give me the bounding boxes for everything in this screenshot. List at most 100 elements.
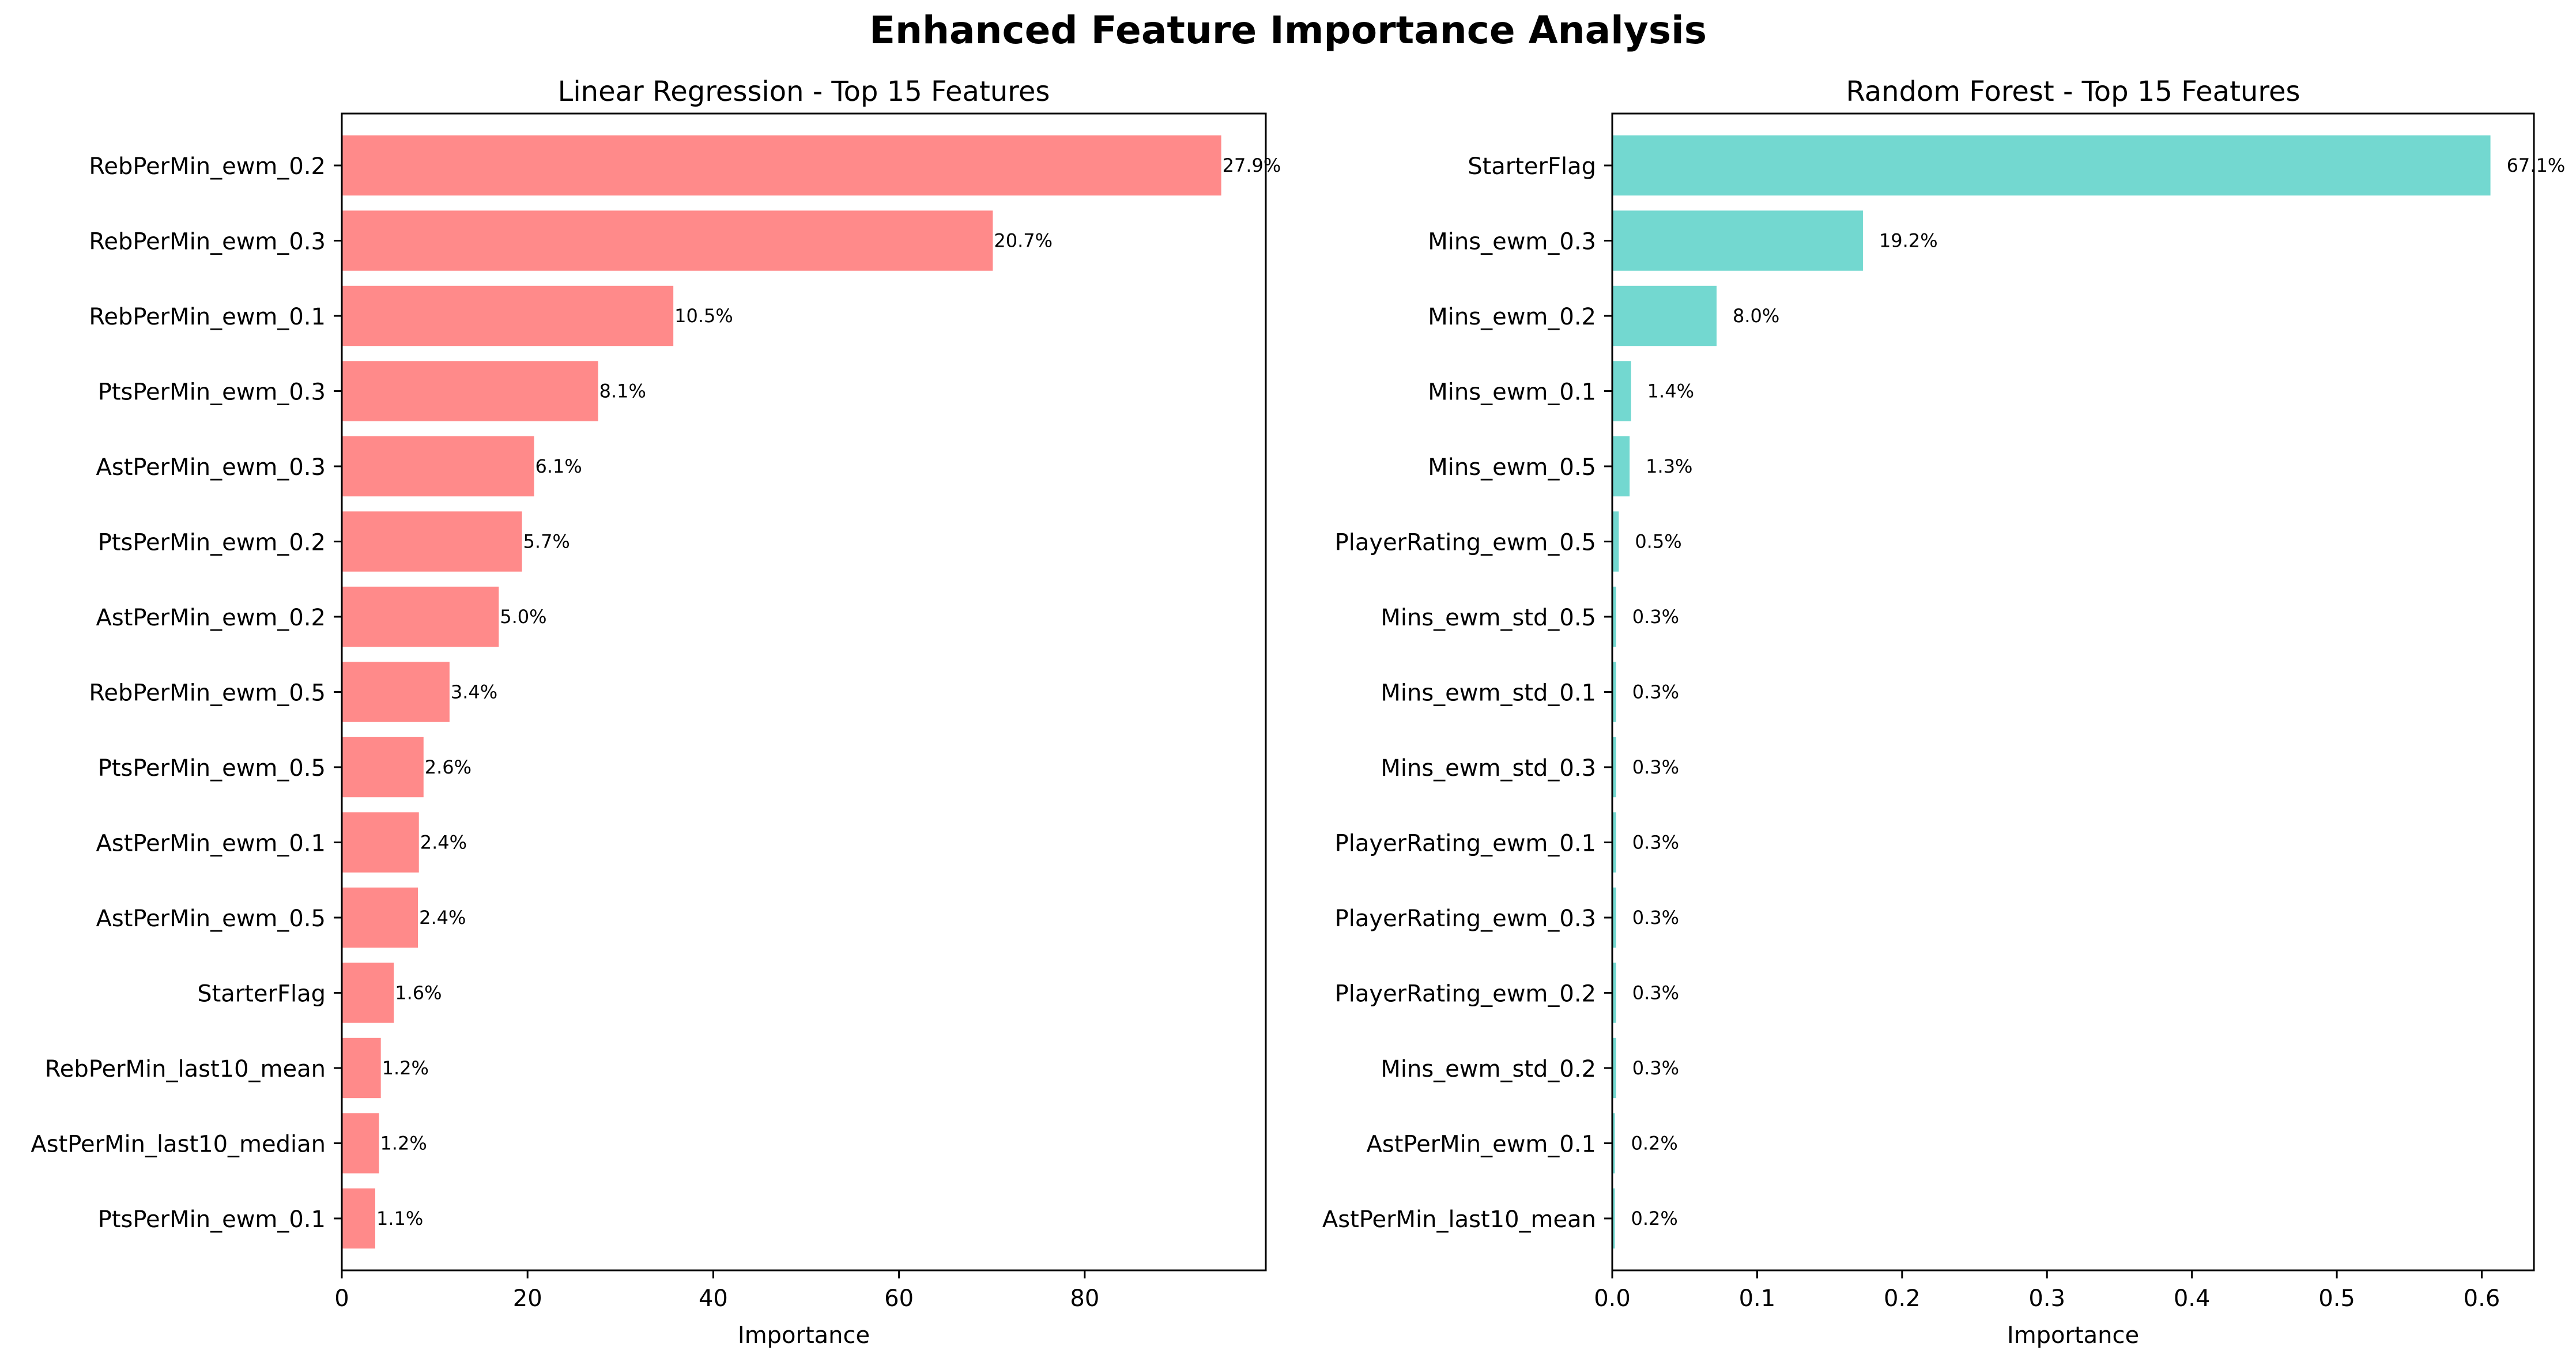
- linear-regression-panel: Linear Regression - Top 15 Features 27.9%…: [31, 76, 1281, 1349]
- x-tick-label: 0.4: [2174, 1285, 2211, 1312]
- data-label: 8.1%: [599, 380, 646, 402]
- y-tick-label: AstPerMin_ewm_0.1: [1366, 1131, 1596, 1157]
- bar: [1612, 586, 1616, 647]
- data-label: 20.7%: [994, 230, 1053, 252]
- data-label: 0.3%: [1632, 1057, 1679, 1079]
- bar: [1612, 662, 1616, 722]
- x-tick-label: 0.5: [2318, 1285, 2355, 1312]
- y-tick-label: Mins_ewm_0.3: [1428, 229, 1596, 255]
- x-tick-label: 0.1: [1739, 1285, 1776, 1312]
- data-label: 19.2%: [1879, 230, 1938, 252]
- data-label: 2.4%: [419, 907, 466, 929]
- y-tick-label: PtsPerMin_ewm_0.1: [98, 1206, 326, 1233]
- y-tick-label: AstPerMin_ewm_0.1: [96, 830, 326, 857]
- bar: [1612, 1037, 1616, 1099]
- random-forest-chart-title: Random Forest - Top 15 Features: [1846, 76, 2300, 108]
- figure-title: Enhanced Feature Importance Analysis: [869, 8, 1707, 52]
- y-tick-label: PlayerRating_ewm_0.2: [1335, 980, 1596, 1007]
- y-tick-label: PlayerRating_ewm_0.1: [1335, 830, 1596, 857]
- y-tick-label: AstPerMin_last10_mean: [1322, 1206, 1596, 1233]
- x-axis-label: Importance: [2007, 1322, 2139, 1349]
- bar: [1612, 361, 1631, 421]
- y-tick-label: PtsPerMin_ewm_0.3: [98, 379, 326, 406]
- data-label: 5.7%: [523, 531, 570, 553]
- bar: [342, 436, 534, 497]
- bar: [1612, 1188, 1615, 1249]
- data-label: 2.4%: [420, 831, 467, 853]
- data-label: 1.1%: [376, 1208, 423, 1229]
- y-tick-label: Mins_ewm_std_0.1: [1381, 680, 1596, 707]
- bar: [342, 361, 598, 421]
- y-tick-label: RebPerMin_ewm_0.3: [89, 229, 326, 255]
- data-label: 1.2%: [382, 1057, 429, 1079]
- bar: [1612, 285, 1717, 346]
- data-label: 0.3%: [1632, 831, 1679, 853]
- data-label: 1.4%: [1647, 380, 1694, 402]
- data-label: 5.0%: [500, 606, 546, 628]
- bar: [1612, 436, 1630, 497]
- x-tick-label: 0.0: [1594, 1285, 1631, 1312]
- x-tick-label: 40: [699, 1285, 728, 1312]
- y-tick-label: StarterFlag: [1468, 153, 1596, 180]
- bar: [1612, 963, 1616, 1023]
- data-label: 3.4%: [451, 681, 497, 703]
- bar: [1612, 737, 1616, 798]
- bar: [342, 511, 522, 572]
- y-tick-label: PtsPerMin_ewm_0.5: [98, 755, 326, 782]
- y-tick-label: AstPerMin_ewm_0.5: [96, 906, 326, 932]
- random-forest-panel: Random Forest - Top 15 Features 67.1% 19.2…: [1322, 76, 2565, 1349]
- y-tick-label: AstPerMin_last10_median: [31, 1131, 326, 1157]
- y-tick-label: StarterFlag: [197, 980, 326, 1007]
- y-tick-label: PtsPerMin_ewm_0.2: [98, 530, 326, 556]
- y-tick-label: Mins_ewm_std_0.5: [1381, 605, 1596, 631]
- y-tick-label: PlayerRating_ewm_0.5: [1335, 530, 1596, 556]
- y-tick-label: AstPerMin_ewm_0.2: [96, 605, 326, 631]
- data-label: 0.3%: [1632, 907, 1679, 929]
- x-tick-label: 0.6: [2464, 1285, 2500, 1312]
- data-label: 0.3%: [1632, 606, 1679, 628]
- y-tick-label: Mins_ewm_std_0.3: [1381, 755, 1596, 782]
- bar: [342, 285, 674, 346]
- x-axis-label: Importance: [738, 1322, 870, 1349]
- bar: [1612, 812, 1616, 873]
- bar: [1612, 1113, 1615, 1174]
- data-label: 1.6%: [395, 982, 442, 1003]
- bar: [342, 963, 394, 1023]
- x-tick-label: 20: [513, 1285, 542, 1312]
- bar: [342, 887, 418, 948]
- y-tick-label: Mins_ewm_0.5: [1428, 454, 1596, 481]
- y-tick-label: RebPerMin_last10_mean: [45, 1056, 326, 1082]
- plot-frame: [341, 112, 1267, 1272]
- data-label: 0.2%: [1631, 1208, 1678, 1229]
- bar: [1612, 887, 1616, 948]
- bar: [342, 812, 419, 873]
- bar: [1612, 135, 2491, 196]
- bar: [342, 135, 1221, 196]
- y-tick-label: Mins_ewm_std_0.2: [1381, 1056, 1596, 1082]
- y-tick-label: RebPerMin_ewm_0.1: [89, 304, 326, 330]
- data-label: 6.1%: [535, 455, 582, 477]
- linear-regression-chart-title: Linear Regression - Top 15 Features: [558, 76, 1050, 108]
- data-label: 67.1%: [2507, 154, 2566, 176]
- y-tick-label: RebPerMin_ewm_0.2: [89, 153, 326, 180]
- bar: [342, 210, 993, 271]
- x-tick-label: 0.3: [2028, 1285, 2065, 1312]
- data-label: 8.0%: [1733, 305, 1779, 327]
- bar: [342, 1113, 379, 1174]
- data-label: 0.3%: [1632, 756, 1679, 778]
- x-tick-label: 0: [334, 1285, 349, 1312]
- data-label: 1.2%: [380, 1132, 427, 1154]
- x-tick-label: 60: [884, 1285, 914, 1312]
- bar: [342, 737, 424, 798]
- bar: [342, 662, 450, 722]
- bar: [342, 1188, 375, 1249]
- data-label: 10.5%: [674, 305, 733, 327]
- bar: [342, 1037, 381, 1099]
- data-label: 1.3%: [1646, 455, 1692, 477]
- x-tick-label: 80: [1070, 1285, 1099, 1312]
- data-label: 27.9%: [1223, 154, 1281, 176]
- data-label: 0.3%: [1632, 681, 1679, 703]
- data-label: 2.6%: [425, 756, 472, 778]
- bar: [1612, 210, 1863, 271]
